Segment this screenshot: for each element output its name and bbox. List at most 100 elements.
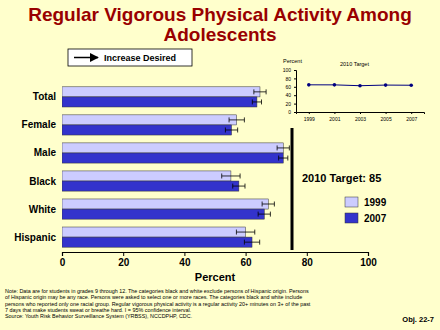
tick: 40 bbox=[285, 92, 296, 98]
tick-label: 100 bbox=[360, 257, 377, 268]
note-line: 7 days that make students sweat or breat… bbox=[5, 307, 191, 313]
tick: 0 bbox=[60, 252, 66, 268]
bar bbox=[62, 87, 260, 97]
tick: 80 bbox=[285, 76, 296, 82]
inset-annotation: 2010 Target bbox=[340, 61, 369, 67]
direction-label: Increase Desired bbox=[104, 53, 176, 63]
error-bar bbox=[252, 99, 261, 104]
error-bar bbox=[254, 89, 266, 94]
legend: 1999 2007 bbox=[345, 197, 387, 224]
bar bbox=[62, 115, 237, 125]
error-bar bbox=[262, 202, 274, 207]
tick: 2007 bbox=[406, 112, 417, 122]
error-bar bbox=[229, 117, 244, 122]
tick: 2003 bbox=[355, 112, 366, 122]
tick-mark bbox=[246, 252, 247, 256]
tick-label: 60 bbox=[241, 257, 253, 268]
tick: 80 bbox=[302, 252, 314, 268]
tick-mark bbox=[294, 95, 296, 96]
tick: 1999 bbox=[304, 112, 315, 122]
tick-mark bbox=[334, 112, 335, 114]
point bbox=[384, 83, 388, 87]
tick: 20 bbox=[285, 101, 296, 107]
tick-label: 40 bbox=[285, 92, 291, 98]
tick: 0 bbox=[288, 109, 296, 115]
tick: 2001 bbox=[329, 112, 340, 122]
note-line: persons who reported only one racial gro… bbox=[5, 301, 311, 307]
title-line: Adolescents bbox=[164, 24, 277, 45]
tick: 60 bbox=[241, 252, 253, 268]
tick-mark bbox=[368, 252, 369, 256]
point bbox=[333, 83, 337, 87]
error-bar bbox=[225, 127, 237, 132]
plot-area bbox=[62, 87, 289, 247]
title-line: Regular Vigorous Physical Activity Among bbox=[28, 4, 412, 25]
note-line: of Hispanic origin may be any race. Pers… bbox=[5, 294, 302, 300]
title: Regular Vigorous Physical Activity Among… bbox=[28, 4, 412, 45]
error-bar bbox=[236, 230, 254, 235]
error-bar bbox=[233, 184, 245, 189]
tick-mark bbox=[360, 112, 361, 114]
note-line: Note: Data are for students in grades 9 … bbox=[5, 288, 309, 294]
tick-label: 0 bbox=[60, 257, 66, 268]
tick: 60 bbox=[285, 84, 296, 90]
axis-line bbox=[294, 71, 297, 113]
tick: 40 bbox=[179, 252, 191, 268]
target-label: 2010 Target: 85 bbox=[302, 172, 381, 184]
category-label: White bbox=[29, 204, 57, 215]
tick-mark bbox=[62, 252, 63, 256]
x-axis: 0 20 40 60 80 100 bbox=[60, 252, 378, 268]
direction-box bbox=[68, 49, 192, 66]
separator bbox=[291, 128, 294, 250]
inset-x-axis: 1999 2001 2003 2005 2007 bbox=[297, 112, 425, 122]
tick-mark bbox=[123, 252, 124, 256]
chart: Regular Vigorous Physical Activity Among… bbox=[0, 0, 440, 330]
bar bbox=[62, 143, 283, 153]
tick-label: 2005 bbox=[381, 116, 392, 122]
tick-label: 20 bbox=[118, 257, 130, 268]
tick-mark bbox=[294, 112, 296, 113]
legend-label: 2007 bbox=[364, 213, 387, 224]
bar bbox=[62, 199, 268, 209]
inset-y-title: Percent bbox=[283, 58, 302, 64]
category-label: Hispanic bbox=[14, 232, 56, 243]
bar bbox=[62, 237, 252, 247]
axis-line bbox=[63, 253, 369, 257]
tick: 100 bbox=[283, 67, 296, 73]
tick-label: 1999 bbox=[304, 116, 315, 122]
axis-line bbox=[297, 113, 425, 115]
error-bar bbox=[258, 212, 270, 217]
source: Source: Youth Risk Behavior Surveillance… bbox=[5, 313, 192, 319]
tick-mark bbox=[184, 252, 185, 256]
tick-label: 0 bbox=[288, 109, 291, 115]
tick-label: 2003 bbox=[355, 116, 366, 122]
tick-label: 100 bbox=[283, 67, 292, 73]
point bbox=[358, 84, 362, 88]
tick-label: 80 bbox=[302, 257, 314, 268]
bar bbox=[62, 227, 246, 237]
category-label: Black bbox=[29, 176, 56, 187]
tick-label: 40 bbox=[179, 257, 191, 268]
tick: 100 bbox=[360, 252, 377, 268]
tick-label: 80 bbox=[285, 76, 291, 82]
legend-label: 1999 bbox=[364, 197, 387, 208]
inset-plot bbox=[307, 83, 413, 87]
legend-swatch bbox=[345, 213, 358, 223]
tick-mark bbox=[294, 87, 296, 88]
legend-swatch bbox=[345, 197, 358, 207]
tick-mark bbox=[309, 112, 310, 114]
category-label: Female bbox=[22, 119, 57, 130]
category-label: Total bbox=[33, 91, 56, 102]
bar bbox=[62, 181, 239, 191]
background bbox=[0, 0, 440, 330]
bar bbox=[62, 153, 283, 163]
tick-mark bbox=[411, 112, 412, 114]
tick-mark bbox=[294, 78, 296, 79]
error-bar bbox=[244, 240, 259, 245]
inset-y-axis: 0 20 40 60 80 100 bbox=[283, 67, 297, 115]
tick-mark bbox=[307, 252, 308, 256]
tick: 20 bbox=[118, 252, 130, 268]
tick-label: 2001 bbox=[329, 116, 340, 122]
tick-label: 20 bbox=[285, 101, 291, 107]
bar bbox=[62, 97, 257, 107]
